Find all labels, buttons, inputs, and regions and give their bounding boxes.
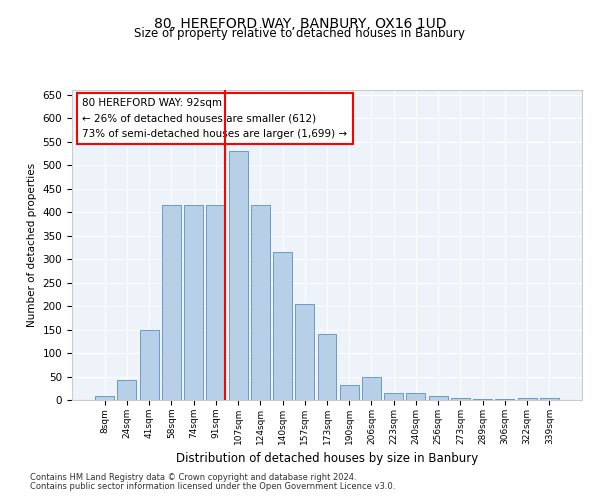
Bar bbox=[118, 380, 136, 400]
X-axis label: Distribution of detached houses by size in Banbury: Distribution of detached houses by size … bbox=[176, 452, 478, 466]
Bar bbox=[251, 205, 270, 400]
Bar bbox=[295, 304, 314, 400]
Bar bbox=[206, 205, 225, 400]
Text: 80, HEREFORD WAY, BANBURY, OX16 1UD: 80, HEREFORD WAY, BANBURY, OX16 1UD bbox=[154, 18, 446, 32]
Y-axis label: Number of detached properties: Number of detached properties bbox=[27, 163, 37, 327]
Bar bbox=[362, 378, 381, 400]
Bar bbox=[184, 205, 203, 400]
Text: Contains HM Land Registry data © Crown copyright and database right 2024.: Contains HM Land Registry data © Crown c… bbox=[30, 474, 356, 482]
Bar bbox=[95, 396, 114, 400]
Text: Contains public sector information licensed under the Open Government Licence v3: Contains public sector information licen… bbox=[30, 482, 395, 491]
Bar bbox=[229, 151, 248, 400]
Bar bbox=[384, 393, 403, 400]
Text: Size of property relative to detached houses in Banbury: Size of property relative to detached ho… bbox=[134, 28, 466, 40]
Bar bbox=[540, 398, 559, 400]
Text: 80 HEREFORD WAY: 92sqm
← 26% of detached houses are smaller (612)
73% of semi-de: 80 HEREFORD WAY: 92sqm ← 26% of detached… bbox=[82, 98, 347, 139]
Bar bbox=[473, 399, 492, 400]
Bar bbox=[162, 205, 181, 400]
Bar bbox=[317, 334, 337, 400]
Bar bbox=[406, 393, 425, 400]
Bar bbox=[340, 384, 359, 400]
Bar bbox=[140, 330, 158, 400]
Bar bbox=[496, 399, 514, 400]
Bar bbox=[429, 396, 448, 400]
Bar bbox=[518, 398, 536, 400]
Bar bbox=[451, 398, 470, 400]
Bar bbox=[273, 252, 292, 400]
